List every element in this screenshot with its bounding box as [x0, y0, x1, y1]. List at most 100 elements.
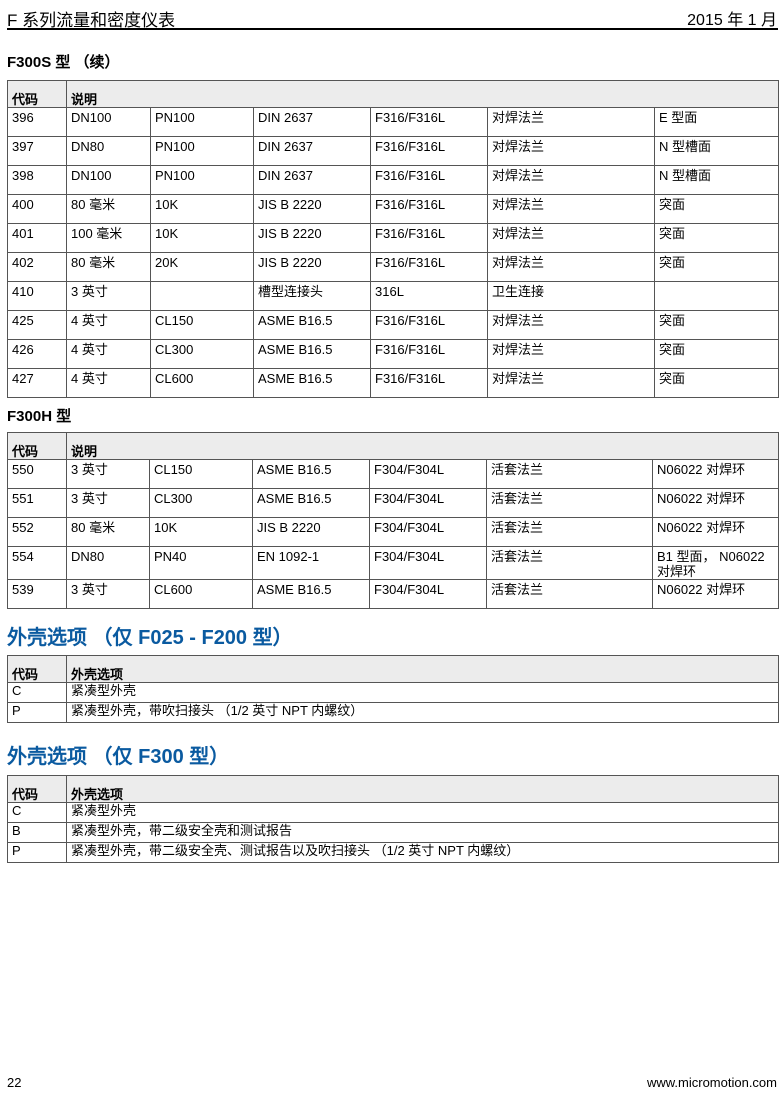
description-cell: 活套法兰 [486, 488, 653, 518]
table-row: 396 DN100 PN100 DIN 2637 F316/F316L 对焊法兰 E 型面 [7, 107, 780, 137]
description-cell: F316/F316L [370, 136, 488, 166]
table-row: P 紧凑型外壳，带吹扫接头 （1/2 英寸 NPT 内螺纹） [7, 702, 779, 723]
description-cell: DIN 2637 [253, 165, 371, 195]
description-cell: CL150 [150, 310, 254, 340]
table-row: 402 80 毫米 20K JIS B 2220 F316/F316L 对焊法兰 突面 [7, 252, 780, 282]
code-cell: C [7, 802, 67, 823]
table-header-row: 代码 说明 [7, 432, 780, 460]
description-cell: DN80 [66, 136, 151, 166]
description-cell: DIN 2637 [253, 107, 371, 137]
description-cell: 突面 [653, 252, 780, 282]
code-cell: 550 [7, 459, 67, 489]
section-title-housing-f025-f200: 外壳选项 （仅 F025 - F200 型） [7, 627, 293, 649]
description-cell: ASME B16.5 [253, 310, 371, 340]
description-cell: 3 英寸 [66, 579, 150, 609]
code-cell: 396 [7, 107, 67, 137]
description-cell: 紧凑型外壳 [66, 802, 779, 823]
description-cell: 紧凑型外壳，带二级安全壳和测试报告 [66, 822, 779, 843]
table-row: 398 DN100 PN100 DIN 2637 F316/F316L 对焊法兰 N 型槽面 [7, 165, 780, 195]
table-row: 400 80 毫米 10K JIS B 2220 F316/F316L 对焊法兰 突面 [7, 194, 780, 224]
table-f300h: 代码 说明 550 3 英寸 CL150 ASME B16.5 F304/F304L 活套法兰… [7, 432, 780, 609]
description-cell: 对焊法兰 [487, 368, 655, 398]
table-row: 401 100 毫米 10K JIS B 2220 F316/F316L 对焊法兰 突面 [7, 223, 780, 253]
page-number: 22 [7, 1075, 22, 1090]
code-cell: 397 [7, 136, 67, 166]
description-cell: 10K [150, 223, 254, 253]
description-cell: 316L [370, 281, 488, 311]
description-cell: PN100 [150, 136, 254, 166]
description-cell: F316/F316L [370, 107, 488, 137]
description-cell: JIS B 2220 [253, 223, 371, 253]
description-cell: F316/F316L [370, 310, 488, 340]
column-header: 说明 [65, 80, 780, 108]
footer-url[interactable]: www.micromotion.com [646, 1075, 777, 1090]
description-cell: DIN 2637 [253, 136, 371, 166]
column-header: 外壳选项 [66, 655, 779, 683]
description-cell [150, 281, 254, 311]
description-cell: 对焊法兰 [487, 136, 655, 166]
description-cell: ASME B16.5 [253, 339, 371, 369]
description-cell: CL150 [149, 459, 253, 489]
column-header: 代码 [7, 80, 67, 108]
description-cell: 槽型连接头 [253, 281, 371, 311]
description-cell: ASME B16.5 [252, 488, 370, 518]
column-header: 代码 [7, 432, 67, 460]
description-cell: F316/F316L [370, 223, 488, 253]
description-cell: DN100 [66, 165, 151, 195]
code-cell: 539 [7, 579, 67, 609]
description-cell: 突面 [653, 368, 780, 398]
description-cell: N06022 对焊环 [651, 459, 780, 489]
section-title-housing-f300: 外壳选项 （仅 F300 型） [7, 746, 230, 768]
document-date: 2015 年 1 月 [687, 12, 777, 29]
description-cell: ASME B16.5 [252, 459, 370, 489]
table-header-row: 代码 外壳选项 [7, 655, 779, 683]
description-cell: ASME B16.5 [253, 368, 371, 398]
description-cell: F316/F316L [370, 165, 488, 195]
description-cell: 4 英寸 [66, 368, 151, 398]
description-cell: F304/F304L [369, 488, 487, 518]
description-cell: 80 毫米 [66, 517, 150, 547]
document-title: F 系列流量和密度仪表 [7, 11, 176, 30]
description-cell: 活套法兰 [486, 459, 653, 489]
description-cell: 活套法兰 [486, 579, 653, 609]
description-cell: 100 毫米 [66, 223, 151, 253]
table-f300s: 代码 说明 396 DN100 PN100 DIN 2637 F316/F316L 对焊法兰 E… [7, 80, 780, 398]
description-cell: 突面 [653, 194, 780, 224]
description-cell: PN100 [150, 107, 254, 137]
description-cell: 对焊法兰 [487, 165, 655, 195]
description-cell: JIS B 2220 [252, 517, 370, 547]
description-cell: F304/F304L [369, 459, 487, 489]
description-cell: F304/F304L [369, 517, 487, 547]
description-cell: DN100 [66, 107, 151, 137]
table-row: 554 DN80 PN40 EN 1092-1 F304/F304L 活套法兰 B1 型面，… [7, 546, 780, 580]
description-cell: EN 1092-1 [252, 546, 370, 580]
table-housing-f025-f200: 代码 外壳选项 C 紧凑型外壳 P 紧凑型外壳，带吹扫接头 （1/2 英寸 NPT 内螺纹… [7, 655, 779, 723]
table-row: 552 80 毫米 10K JIS B 2220 F304/F304L 活套法兰 N0602… [7, 517, 780, 547]
code-cell: 425 [7, 310, 67, 340]
description-cell: CL300 [149, 488, 253, 518]
description-cell: 对焊法兰 [487, 310, 655, 340]
description-cell: 突面 [653, 339, 780, 369]
code-cell: 402 [7, 252, 67, 282]
description-cell: F304/F304L [369, 579, 487, 609]
description-cell: 对焊法兰 [487, 252, 655, 282]
table-row: 551 3 英寸 CL300 ASME B16.5 F304/F304L 活套法兰 N060… [7, 488, 780, 518]
description-cell: N 型槽面 [653, 136, 780, 166]
description-cell: 对焊法兰 [487, 107, 655, 137]
description-cell: 活套法兰 [486, 546, 653, 580]
code-cell: 401 [7, 223, 67, 253]
code-cell: 410 [7, 281, 67, 311]
table-row: 410 3 英寸 槽型连接头 316L 卫生连接 [7, 281, 780, 311]
description-cell: B1 型面， N06022 对焊环 [651, 546, 780, 580]
description-cell: 卫生连接 [487, 281, 655, 311]
description-cell: PN40 [149, 546, 253, 580]
code-cell: 427 [7, 368, 67, 398]
table-row: 425 4 英寸 CL150 ASME B16.5 F316/F316L 对焊法兰 突面 [7, 310, 780, 340]
table-header-row: 代码 外壳选项 [7, 775, 779, 803]
description-cell: 对焊法兰 [487, 223, 655, 253]
description-cell: F316/F316L [370, 194, 488, 224]
description-cell: 3 英寸 [66, 459, 150, 489]
description-cell: CL600 [150, 368, 254, 398]
table-row: 426 4 英寸 CL300 ASME B16.5 F316/F316L 对焊法兰 突面 [7, 339, 780, 369]
code-cell: 551 [7, 488, 67, 518]
